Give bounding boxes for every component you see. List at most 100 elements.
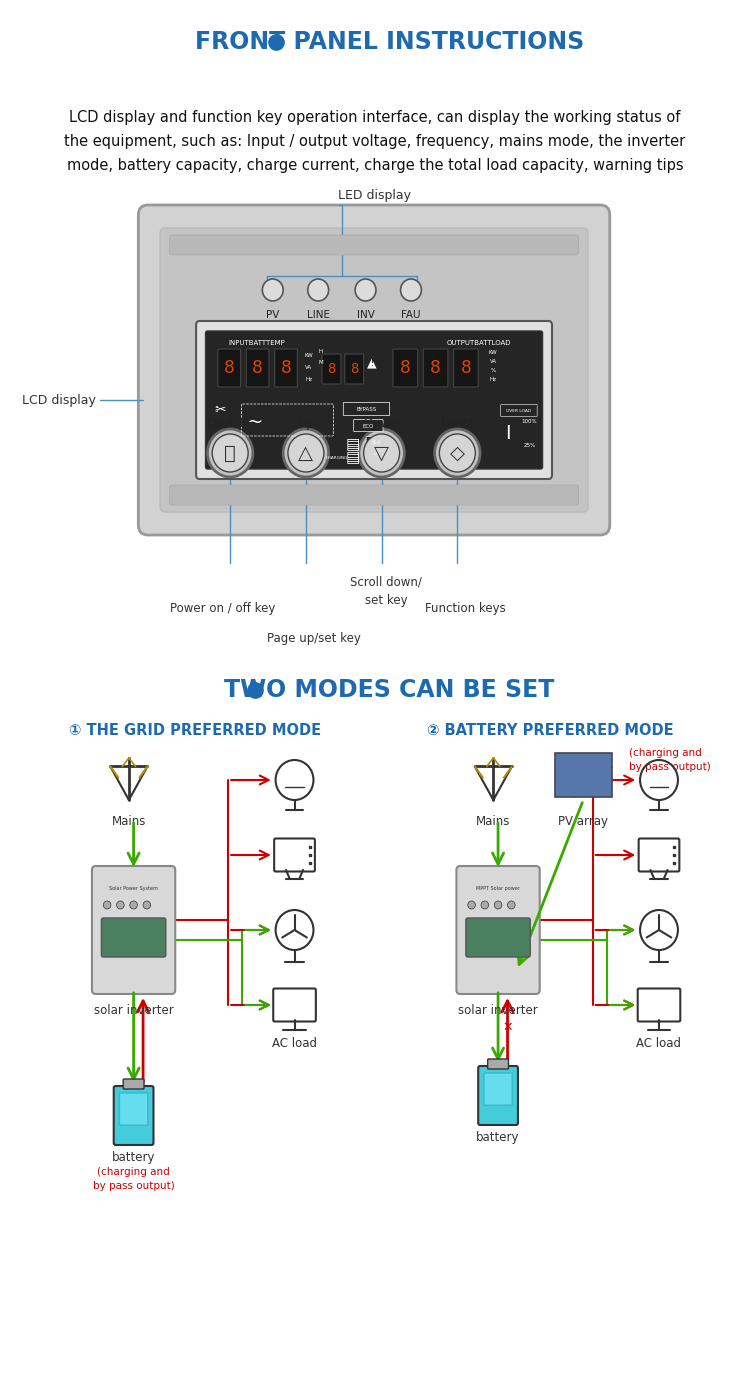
Circle shape xyxy=(481,901,488,909)
FancyBboxPatch shape xyxy=(170,484,578,505)
Text: 8: 8 xyxy=(430,359,441,377)
Circle shape xyxy=(364,433,400,472)
Text: 8: 8 xyxy=(327,362,336,375)
FancyBboxPatch shape xyxy=(92,867,176,994)
Text: FRONT PANEL INSTRUCTIONS: FRONT PANEL INSTRUCTIONS xyxy=(194,30,584,54)
Text: ① THE GRID PREFERRED MODE: ① THE GRID PREFERRED MODE xyxy=(69,723,321,737)
Text: I: I xyxy=(505,424,510,443)
Text: ② BATTERY PREFERRED MODE: ② BATTERY PREFERRED MODE xyxy=(427,723,674,737)
Text: (charging and
by pass output): (charging and by pass output) xyxy=(93,1167,175,1191)
Circle shape xyxy=(284,429,328,477)
Text: Hz: Hz xyxy=(305,377,312,381)
FancyBboxPatch shape xyxy=(119,1093,148,1125)
FancyBboxPatch shape xyxy=(114,1086,154,1145)
Text: ON/OFF: ON/OFF xyxy=(206,417,254,429)
Text: INPUTBATTTEMP: INPUTBATTTEMP xyxy=(228,339,285,346)
Text: AC load: AC load xyxy=(637,1036,682,1050)
FancyBboxPatch shape xyxy=(457,867,540,994)
Circle shape xyxy=(104,901,111,909)
Text: SLA: SLA xyxy=(371,439,381,444)
Text: PV array: PV array xyxy=(558,816,608,828)
Circle shape xyxy=(400,279,422,301)
Text: OUTPUTBATTLOAD: OUTPUTBATTLOAD xyxy=(447,339,512,346)
Text: (charging and
by pass output): (charging and by pass output) xyxy=(628,748,710,771)
Text: Hz: Hz xyxy=(490,377,496,381)
Text: ▤: ▤ xyxy=(346,450,361,465)
FancyBboxPatch shape xyxy=(500,404,537,417)
Text: Up: Up xyxy=(298,417,314,429)
Text: H: H xyxy=(319,349,323,353)
Text: solar inverter: solar inverter xyxy=(94,1005,173,1017)
FancyBboxPatch shape xyxy=(466,918,530,956)
Text: 8: 8 xyxy=(400,359,411,377)
FancyBboxPatch shape xyxy=(478,1065,518,1125)
Text: M: M xyxy=(319,360,323,364)
Text: ▲: ▲ xyxy=(368,356,377,370)
Text: 8: 8 xyxy=(350,362,358,375)
Text: ✕: ✕ xyxy=(503,1020,513,1034)
FancyBboxPatch shape xyxy=(555,753,612,798)
FancyBboxPatch shape xyxy=(274,349,297,386)
Text: Funct: Funct xyxy=(440,417,475,429)
Text: INV: INV xyxy=(356,310,374,320)
FancyBboxPatch shape xyxy=(488,1058,508,1070)
Circle shape xyxy=(468,901,476,909)
FancyBboxPatch shape xyxy=(354,420,383,432)
Text: 100%: 100% xyxy=(521,418,537,424)
FancyBboxPatch shape xyxy=(217,349,241,386)
FancyBboxPatch shape xyxy=(322,355,341,384)
Text: ⏻: ⏻ xyxy=(224,443,236,462)
Text: LINE: LINE xyxy=(307,310,330,320)
Text: Mains: Mains xyxy=(476,816,511,828)
Circle shape xyxy=(355,279,376,301)
Text: Solar Power System: Solar Power System xyxy=(110,886,158,890)
Circle shape xyxy=(440,433,476,472)
Text: ▽: ▽ xyxy=(374,443,389,462)
Text: ◇: ◇ xyxy=(450,443,465,462)
Text: LCD display: LCD display xyxy=(22,393,96,407)
FancyBboxPatch shape xyxy=(484,1074,512,1105)
FancyBboxPatch shape xyxy=(345,355,364,384)
FancyBboxPatch shape xyxy=(170,235,578,255)
Text: !: ! xyxy=(370,359,374,367)
Text: Page up/set key: Page up/set key xyxy=(266,632,361,644)
Text: 8: 8 xyxy=(280,359,292,377)
Text: %: % xyxy=(490,367,496,373)
Circle shape xyxy=(308,279,328,301)
Text: AC load: AC load xyxy=(272,1036,317,1050)
FancyBboxPatch shape xyxy=(101,918,166,956)
Text: ⊞: ⊞ xyxy=(215,436,226,450)
Circle shape xyxy=(212,433,248,472)
FancyBboxPatch shape xyxy=(206,331,542,469)
Circle shape xyxy=(130,901,137,909)
FancyBboxPatch shape xyxy=(344,403,390,415)
Text: ▤: ▤ xyxy=(346,437,361,453)
Circle shape xyxy=(116,901,124,909)
Text: OVER LOAD: OVER LOAD xyxy=(506,408,532,413)
Text: MPPT Solar power: MPPT Solar power xyxy=(476,886,520,890)
Text: BYPASS: BYPASS xyxy=(356,407,376,411)
Text: LCD display and function key operation interface, can display the working status: LCD display and function key operation i… xyxy=(64,110,686,172)
Text: Function keys: Function keys xyxy=(424,602,506,614)
Circle shape xyxy=(143,901,151,909)
Circle shape xyxy=(494,901,502,909)
FancyBboxPatch shape xyxy=(123,1079,144,1089)
FancyBboxPatch shape xyxy=(454,349,478,386)
Circle shape xyxy=(262,279,284,301)
FancyBboxPatch shape xyxy=(366,447,386,457)
FancyBboxPatch shape xyxy=(423,349,448,386)
Text: VA: VA xyxy=(490,359,497,363)
Text: battery: battery xyxy=(112,1151,155,1163)
Text: CHARGING: CHARGING xyxy=(326,455,348,460)
Text: 8: 8 xyxy=(224,359,235,377)
Text: battery: battery xyxy=(476,1132,520,1144)
Text: △: △ xyxy=(298,443,314,462)
Text: ~: ~ xyxy=(247,413,263,432)
Text: TWO MODES CAN BE SET: TWO MODES CAN BE SET xyxy=(224,678,554,702)
Text: Down: Down xyxy=(364,417,399,429)
Text: Scroll down/
set key: Scroll down/ set key xyxy=(350,575,422,606)
Text: KW: KW xyxy=(489,349,498,355)
Text: FAU: FAU xyxy=(401,310,421,320)
FancyBboxPatch shape xyxy=(160,228,588,512)
FancyBboxPatch shape xyxy=(138,206,610,535)
